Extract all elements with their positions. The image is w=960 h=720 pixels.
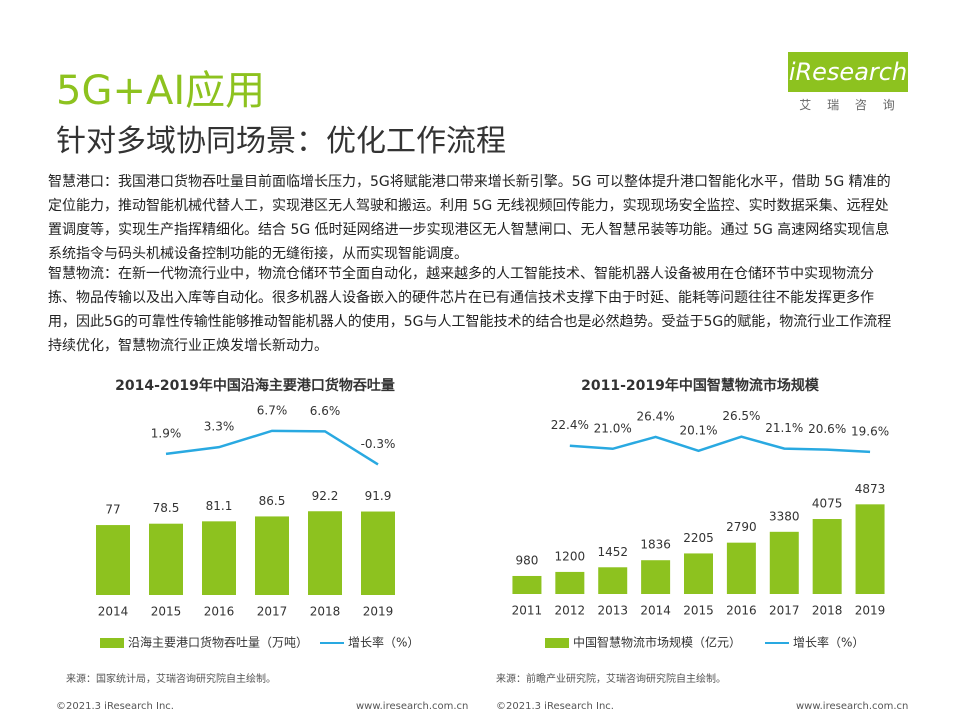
x-tick-label: 2019 xyxy=(363,605,394,619)
legend-label: 沿海主要港口货物吞吐量（万吨） xyxy=(128,635,308,650)
logo-tagline: 艾 瑞 咨 询 xyxy=(799,98,901,112)
bar xyxy=(641,560,671,594)
bar xyxy=(149,523,183,595)
data-label: -0.3% xyxy=(361,437,396,451)
data-label: 77 xyxy=(105,503,120,517)
data-label: 1836 xyxy=(640,538,671,552)
copyright: ©2021.3 iResearch Inc. xyxy=(56,701,174,712)
data-label: 2790 xyxy=(726,520,757,534)
legend-label: 增长率（%） xyxy=(348,635,419,650)
data-label: 81.1 xyxy=(206,499,233,513)
x-tick-label: 2014 xyxy=(98,605,129,619)
data-label: 1200 xyxy=(555,549,586,563)
data-label: 21.0% xyxy=(594,421,632,435)
x-tick-label: 2014 xyxy=(640,604,671,618)
legend-swatch xyxy=(100,638,124,648)
bar xyxy=(202,521,236,595)
data-label: 4075 xyxy=(812,497,843,511)
bar xyxy=(684,553,713,594)
x-tick-label: 2018 xyxy=(310,605,341,619)
chart-title: 2011-2019年中国智慧物流市场规模 xyxy=(581,377,820,394)
data-label: 78.5 xyxy=(153,501,180,515)
data-label: 26.5% xyxy=(722,409,760,423)
data-label: 22.4% xyxy=(551,418,589,432)
url: www.iresearch.com.cn xyxy=(356,701,469,712)
x-tick-label: 2012 xyxy=(555,604,586,618)
data-label: 26.4% xyxy=(637,409,675,423)
x-tick-label: 2015 xyxy=(683,604,714,618)
title: 5G+AI应用 xyxy=(56,68,266,114)
x-tick-label: 2019 xyxy=(855,604,886,618)
line xyxy=(569,435,871,454)
charts: 2014-2019年中国沿海主要港口货物吞吐量 2014 2015 2016 2017 2… xyxy=(96,377,889,650)
bar xyxy=(308,511,342,595)
paragraph: 智慧物流：在新一代物流行业中，物流仓储环节全面自动化，越来越多的人工智能技术、智… xyxy=(48,266,892,354)
data-label: 1452 xyxy=(597,545,628,559)
bar xyxy=(855,504,885,594)
data-label: 19.6% xyxy=(851,424,889,438)
x-tick-label: 2013 xyxy=(597,604,628,618)
bar xyxy=(726,542,756,594)
subtitle: 针对多域协同场景：优化工作流程 xyxy=(56,124,506,159)
logo: iResearch xyxy=(788,52,908,92)
source: 来源：国家统计局，艾瑞咨询研究院自主绘制。 xyxy=(66,674,276,685)
paragraph: 智慧港口：我国港口货物吞吐量目前面临增长压力，5G将赋能港口带来增长新引擎。5G… xyxy=(48,174,891,262)
data-label: 4873 xyxy=(855,482,886,496)
x-tick-label: 2017 xyxy=(769,604,800,618)
bar xyxy=(361,511,395,595)
bar xyxy=(96,525,130,595)
bar xyxy=(512,575,542,594)
legend-label: 中国智慧物流市场规模（亿元） xyxy=(573,635,741,650)
legend-swatch xyxy=(545,638,569,648)
data-label: 6.6% xyxy=(310,404,341,418)
data-label: 92.2 xyxy=(312,489,339,503)
data-label: 21.1% xyxy=(765,421,803,435)
copyright: ©2021.3 iResearch Inc. xyxy=(496,701,614,712)
data-label: 20.6% xyxy=(808,422,846,436)
x-tick-label: 2016 xyxy=(204,605,235,619)
x-tick-label: 2017 xyxy=(257,605,288,619)
legend-label: 增长率（%） xyxy=(793,635,864,650)
data-label: 91.9 xyxy=(365,489,392,503)
data-label: 2205 xyxy=(683,531,714,545)
bar xyxy=(598,567,628,594)
data-label: 1.9% xyxy=(151,426,182,440)
x-tick-label: 2015 xyxy=(151,605,182,619)
data-label: 980 xyxy=(515,553,538,567)
line xyxy=(165,429,379,466)
data-label: 20.1% xyxy=(679,423,717,437)
x-tick-label: 2011 xyxy=(512,604,543,618)
x-tick-label: 2018 xyxy=(812,604,843,618)
bar xyxy=(769,531,799,594)
bar xyxy=(255,516,289,595)
source: 来源：前瞻产业研究院，艾瑞咨询研究院自主绘制。 xyxy=(496,674,726,685)
data-label: 3380 xyxy=(769,509,800,523)
data-label: 6.7% xyxy=(257,403,288,417)
url: www.iresearch.com.cn xyxy=(796,701,909,712)
bar xyxy=(555,571,585,594)
data-label: 86.5 xyxy=(259,494,286,508)
x-tick-label: 2016 xyxy=(726,604,757,618)
bar xyxy=(812,519,842,594)
data-label: 3.3% xyxy=(204,420,235,434)
chart-title: 2014-2019年中国沿海主要港口货物吞吐量 xyxy=(115,377,395,394)
